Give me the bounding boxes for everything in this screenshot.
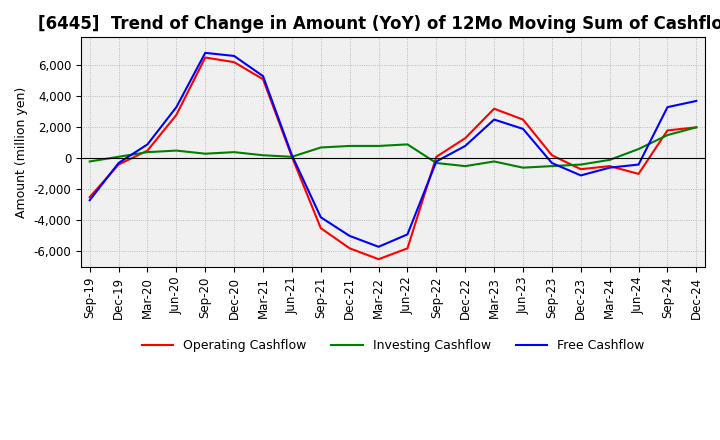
- Investing Cashflow: [374, 143, 383, 149]
- Investing Cashflow: [258, 153, 267, 158]
- Operating Cashflow: [432, 154, 441, 159]
- Investing Cashflow: [461, 164, 469, 169]
- Operating Cashflow: [577, 167, 585, 172]
- Free Cashflow: [548, 160, 557, 165]
- Free Cashflow: [403, 232, 412, 237]
- Investing Cashflow: [577, 162, 585, 167]
- Investing Cashflow: [490, 159, 498, 164]
- Operating Cashflow: [201, 55, 210, 60]
- Free Cashflow: [663, 105, 672, 110]
- Investing Cashflow: [403, 142, 412, 147]
- Investing Cashflow: [663, 132, 672, 138]
- Operating Cashflow: [86, 194, 94, 200]
- Investing Cashflow: [634, 147, 643, 152]
- Free Cashflow: [201, 50, 210, 55]
- Investing Cashflow: [86, 159, 94, 164]
- Investing Cashflow: [201, 151, 210, 156]
- Operating Cashflow: [663, 128, 672, 133]
- Free Cashflow: [143, 142, 152, 147]
- Free Cashflow: [634, 162, 643, 167]
- Operating Cashflow: [172, 112, 181, 117]
- Investing Cashflow: [606, 157, 614, 162]
- Operating Cashflow: [374, 257, 383, 262]
- Free Cashflow: [577, 173, 585, 178]
- Operating Cashflow: [258, 77, 267, 82]
- Investing Cashflow: [548, 164, 557, 169]
- Free Cashflow: [490, 117, 498, 122]
- Free Cashflow: [461, 143, 469, 149]
- Free Cashflow: [432, 159, 441, 164]
- Free Cashflow: [518, 126, 527, 132]
- Investing Cashflow: [114, 154, 123, 159]
- Line: Operating Cashflow: Operating Cashflow: [90, 58, 696, 259]
- Free Cashflow: [692, 98, 701, 103]
- Operating Cashflow: [548, 153, 557, 158]
- Operating Cashflow: [490, 106, 498, 111]
- Investing Cashflow: [346, 143, 354, 149]
- Line: Investing Cashflow: Investing Cashflow: [90, 127, 696, 168]
- Operating Cashflow: [606, 164, 614, 169]
- Investing Cashflow: [692, 125, 701, 130]
- Free Cashflow: [287, 153, 296, 158]
- Free Cashflow: [346, 233, 354, 238]
- Operating Cashflow: [287, 154, 296, 159]
- Operating Cashflow: [461, 136, 469, 141]
- Operating Cashflow: [143, 148, 152, 153]
- Investing Cashflow: [230, 150, 238, 155]
- Investing Cashflow: [287, 154, 296, 159]
- Operating Cashflow: [114, 162, 123, 167]
- Line: Free Cashflow: Free Cashflow: [90, 53, 696, 247]
- Operating Cashflow: [346, 246, 354, 251]
- Investing Cashflow: [143, 150, 152, 155]
- Operating Cashflow: [634, 171, 643, 176]
- Operating Cashflow: [692, 125, 701, 130]
- Legend: Operating Cashflow, Investing Cashflow, Free Cashflow: Operating Cashflow, Investing Cashflow, …: [137, 334, 649, 357]
- Free Cashflow: [606, 165, 614, 170]
- Investing Cashflow: [518, 165, 527, 170]
- Title: [6445]  Trend of Change in Amount (YoY) of 12Mo Moving Sum of Cashflows: [6445] Trend of Change in Amount (YoY) o…: [38, 15, 720, 33]
- Free Cashflow: [172, 105, 181, 110]
- Operating Cashflow: [230, 59, 238, 65]
- Operating Cashflow: [403, 246, 412, 251]
- Free Cashflow: [114, 160, 123, 165]
- Investing Cashflow: [432, 160, 441, 165]
- Y-axis label: Amount (million yen): Amount (million yen): [15, 87, 28, 218]
- Operating Cashflow: [518, 117, 527, 122]
- Free Cashflow: [374, 244, 383, 249]
- Investing Cashflow: [317, 145, 325, 150]
- Investing Cashflow: [172, 148, 181, 153]
- Free Cashflow: [230, 53, 238, 59]
- Operating Cashflow: [317, 226, 325, 231]
- Free Cashflow: [258, 73, 267, 79]
- Free Cashflow: [317, 215, 325, 220]
- Free Cashflow: [86, 198, 94, 203]
